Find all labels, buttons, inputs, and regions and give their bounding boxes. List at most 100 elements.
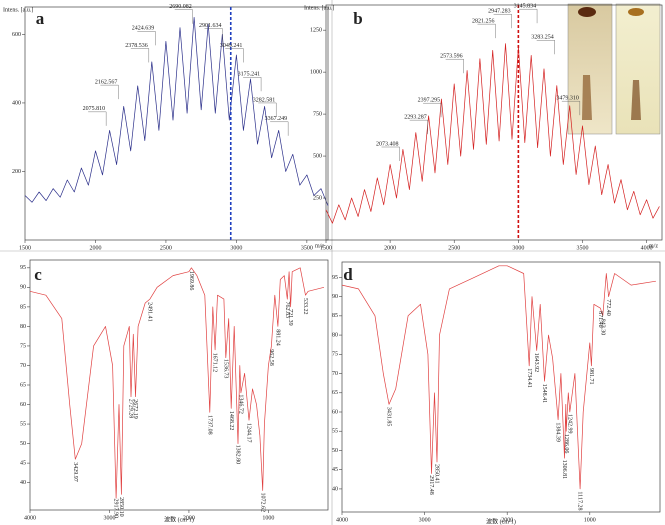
- peak-label: 881.24: [274, 329, 280, 346]
- x-tick-label: 2000: [89, 245, 101, 251]
- panel-label: d: [343, 265, 353, 284]
- y-tick-label: 90: [332, 294, 338, 300]
- spectrum-line: [29, 267, 325, 499]
- peak-label: 1468.22: [228, 411, 234, 431]
- peak-label: 762.83: [284, 302, 290, 319]
- peak-label: 1643.92: [533, 353, 539, 373]
- y-tick-label: 200: [12, 169, 21, 175]
- x-tick-label: 2000: [501, 517, 513, 523]
- plot-frame: [341, 261, 661, 513]
- peak-label: 3479.310: [556, 96, 579, 102]
- x-axis-label: 波数 (cm-1): [164, 515, 194, 523]
- y-tick-label: 80: [20, 324, 26, 330]
- peak-label: 1117.28: [577, 491, 583, 510]
- x-tick-label: 3500: [301, 245, 313, 251]
- y-tick-label: 65: [20, 382, 26, 388]
- y-tick-label: 70: [20, 363, 26, 369]
- spectrum-line: [24, 16, 329, 206]
- peak-label: 3367.249: [265, 116, 288, 122]
- peak-label: 2073.408: [376, 141, 399, 147]
- peak-label: 2821.256: [472, 19, 495, 25]
- y-axis-label: Intens. [a.u.]: [3, 7, 33, 13]
- x-tick-label: 2500: [448, 245, 460, 251]
- peak-label: 843.30: [599, 319, 605, 336]
- peak-label: 2729.28: [128, 399, 134, 419]
- peak-label: 3145.834: [514, 4, 537, 10]
- peak-label: 1734.41: [526, 368, 532, 388]
- peak-label: 1072.62: [259, 493, 265, 513]
- spectrum-line: [341, 265, 656, 490]
- peak-label: 962.58: [268, 349, 274, 366]
- peak-label: 3431.85: [386, 407, 392, 427]
- peak-label: 2917.48: [428, 475, 434, 495]
- x-tick-label: 1000: [584, 517, 596, 523]
- y-tick-label: 90: [20, 285, 26, 291]
- peak-label: 772.40: [605, 299, 611, 316]
- peak-label: 1242.99: [566, 414, 572, 434]
- x-tick-label: 1000: [262, 515, 274, 521]
- peak-label: 1384.39: [555, 422, 561, 442]
- peak-label: 721.39: [287, 309, 293, 326]
- peak-label: 2293.287: [404, 115, 427, 121]
- peak-label: 1536.73: [222, 359, 228, 379]
- peak-label: 2424.639: [132, 26, 155, 32]
- y-tick-label: 1250: [310, 28, 322, 34]
- peak-label: 3175.241: [238, 72, 261, 78]
- panel-label: b: [353, 9, 362, 28]
- peak-label: 3429.97: [72, 462, 78, 482]
- peak-label: 2947.283: [488, 9, 511, 15]
- x-tick-label: 4000: [24, 515, 36, 521]
- y-tick-label: 400: [12, 100, 21, 106]
- y-tick-label: 45: [20, 461, 26, 467]
- peak-label: 1346.72: [237, 394, 243, 414]
- y-tick-label: 60: [332, 409, 338, 415]
- panel-label: a: [36, 9, 45, 28]
- x-axis-label: 波数 (cm-1): [486, 517, 516, 525]
- y-tick-label: 55: [20, 421, 26, 427]
- panel-label: c: [34, 265, 42, 284]
- plot-frame: [24, 6, 329, 241]
- y-tick-label: 600: [12, 32, 21, 38]
- y-tick-label: 500: [313, 153, 322, 159]
- peak-label: 871.40: [597, 311, 603, 328]
- peak-label: 1548.41: [541, 384, 547, 404]
- y-tick-label: 75: [332, 352, 338, 358]
- plot-frame: [325, 4, 663, 241]
- peak-label: 533.22: [302, 298, 308, 315]
- peak-label: 2672.19: [132, 399, 138, 419]
- peak-label: 1969.86: [188, 271, 194, 291]
- y-tick-label: 60: [20, 402, 26, 408]
- peak-label: 2491.41: [147, 302, 153, 322]
- y-tick-label: 80: [332, 332, 338, 338]
- y-tick-label: 95: [20, 265, 26, 271]
- x-tick-label: 2000: [183, 515, 195, 521]
- peak-label: 2573.596: [440, 54, 463, 60]
- peak-label: 3283.254: [531, 35, 554, 41]
- x-tick-label: 4000: [641, 245, 653, 251]
- x-axis-label: m/z: [315, 243, 324, 249]
- x-tick-label: 1500: [19, 245, 31, 251]
- peak-label: 2397.295: [418, 98, 441, 104]
- peak-label: 1382.80: [235, 445, 241, 465]
- y-tick-label: 65: [332, 390, 338, 396]
- peak-label: 2162.567: [95, 79, 118, 85]
- y-tick-label: 95: [332, 275, 338, 281]
- x-axis-label: m/z: [649, 243, 658, 249]
- peak-label: 981.71: [588, 368, 594, 385]
- y-tick-label: 55: [332, 429, 338, 435]
- peak-label: 2917.90: [113, 499, 119, 519]
- peak-label: 1286.06: [563, 434, 569, 454]
- x-tick-label: 3500: [576, 245, 588, 251]
- peak-label: 1737.08: [206, 415, 212, 435]
- peak-label: 2690.082: [169, 4, 192, 10]
- peak-label: 1306.81: [561, 460, 567, 480]
- y-tick-label: 85: [332, 313, 338, 319]
- y-tick-label: 75: [20, 343, 26, 349]
- peak-label: 3282.581: [253, 97, 276, 103]
- y-tick-label: 85: [20, 304, 26, 310]
- peak-label: 2075.810: [83, 106, 106, 112]
- y-tick-label: 1000: [310, 70, 322, 76]
- peak-label: 1244.17: [246, 423, 252, 443]
- x-tick-label: 3000: [230, 245, 242, 251]
